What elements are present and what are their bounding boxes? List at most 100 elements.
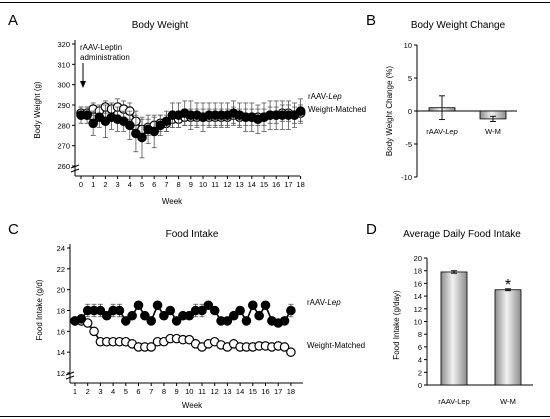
chart-a-point <box>161 116 172 127</box>
chart-d-ytick-label: 8 <box>418 330 422 339</box>
chart-a-xtick-label: 0 <box>79 180 83 189</box>
chart-d-ytick-label: 6 <box>418 343 422 352</box>
chart-a-xtick-label: 11 <box>211 180 219 189</box>
chart-a-annotation-line2: administration <box>80 53 130 62</box>
chart-a-legend-lep: rAAV-Lep <box>308 92 342 101</box>
chart-a-ytick-label: 320 <box>57 40 70 49</box>
chart-a-xtick-label: 18 <box>296 180 304 189</box>
chart-c-xtick-label: 12 <box>211 387 219 396</box>
chart-c-xtick-label: 2 <box>86 387 90 396</box>
chart-c-point <box>165 305 176 316</box>
chart-c-point <box>121 316 131 326</box>
chart-c-point <box>101 310 112 321</box>
chart-a-ytick-label: 290 <box>57 101 70 110</box>
chart-c-point <box>171 316 182 326</box>
chart-d-significance-star: * <box>505 277 511 294</box>
chart-d-ytick-label: 18 <box>414 267 422 276</box>
chart-d-ytick-label: 12 <box>414 305 422 314</box>
chart-b-ytick-label: 0 <box>408 107 412 116</box>
chart-c-ytick-label: 18 <box>57 307 65 316</box>
chart-c-xtick-label: 10 <box>185 387 193 396</box>
chart-c-point <box>197 305 207 316</box>
chart-a-xtick-label: 4 <box>128 180 132 189</box>
chart-a-ytick-label: 310 <box>57 60 70 69</box>
chart-c-xlabel: Week <box>182 401 203 410</box>
panel-letter-c: C <box>8 221 19 238</box>
chart-d-ytick-label: 10 <box>414 318 422 327</box>
chart-c-legend-lep: rAAV-Lep <box>307 298 341 307</box>
chart-c-ylabel: Food Intake (g/d) <box>35 279 44 340</box>
chart-a-point <box>125 120 135 131</box>
chart-c-legend-wm: Weight-Matched <box>307 341 365 350</box>
chart-b-xtick-lep: rAAV-Lep <box>426 127 458 136</box>
chart-c-point <box>95 305 106 316</box>
chart-c-point <box>260 300 271 311</box>
chart-c-point <box>235 305 245 316</box>
chart-a-ytick-label: 270 <box>57 142 70 151</box>
chart-c-point <box>146 316 156 326</box>
chart-a-xtick-label: 7 <box>164 180 168 189</box>
panel-a-body-weight: Body Weight Body Weight (g) Week rAAV-Le… <box>33 20 366 206</box>
chart-c-xtick-label: 6 <box>136 387 140 396</box>
chart-a-xtick-label: 3 <box>116 180 120 189</box>
chart-c-point <box>279 316 290 326</box>
chart-c-xtick-label: 15 <box>249 387 257 396</box>
chart-d-ytick-label: 14 <box>414 292 422 301</box>
chart-c-ytick-label: 20 <box>57 286 65 295</box>
chart-a-title: Body Weight <box>132 20 189 31</box>
chart-a-annotation-line1: rAAV-Leptin <box>80 43 122 52</box>
chart-b-xtick-wm: W-M <box>485 127 501 136</box>
chart-c-xtick-label: 16 <box>261 387 269 396</box>
chart-c-point <box>241 316 252 326</box>
chart-c-point <box>152 300 163 311</box>
chart-a-point <box>149 126 159 137</box>
chart-c-ytick-label: 16 <box>57 327 65 336</box>
panel-c-food-intake: Food Intake Food Intake (g/d) Week rAAV-… <box>35 229 365 410</box>
chart-c-point <box>127 310 137 321</box>
chart-c-xtick-label: 7 <box>149 387 153 396</box>
panel-b-body-weight-change: Body Weight Change Body Weight Change (%… <box>385 20 517 182</box>
chart-c-point <box>76 314 87 324</box>
chart-a-xtick-label: 6 <box>152 180 156 189</box>
chart-d-bar <box>440 271 468 386</box>
chart-c-xtick-label: 5 <box>124 387 128 396</box>
chart-a-point <box>295 106 306 116</box>
chart-c-point <box>159 310 169 321</box>
chart-a-ytick-label: 280 <box>57 121 70 130</box>
chart-c-point <box>146 342 156 352</box>
chart-a-xtick-label: 1 <box>91 180 95 189</box>
chart-b-title: Body Weight Change <box>411 20 506 31</box>
chart-c-xtick-label: 17 <box>274 387 282 396</box>
chart-c-point <box>133 300 144 311</box>
chart-c-point <box>254 310 264 321</box>
chart-c-point <box>140 310 150 321</box>
chart-a-ylabel: Body Weight (g) <box>33 81 42 139</box>
chart-c-xtick-label: 4 <box>111 387 115 396</box>
chart-a-xtick-label: 14 <box>248 180 256 189</box>
chart-c-ytick-label: 12 <box>57 369 65 378</box>
chart-d-ytick-label: 4 <box>418 356 422 365</box>
chart-a-xtick-label: 9 <box>189 180 193 189</box>
chart-a-xtick-label: 5 <box>140 180 144 189</box>
chart-c-point <box>222 316 233 326</box>
chart-a-xlabel: Week <box>162 197 183 206</box>
chart-b-ytick-label: -5 <box>405 140 412 149</box>
chart-c-point <box>279 342 290 352</box>
chart-a-xtick-label: 17 <box>284 180 292 189</box>
chart-a-ytick-label: 260 <box>57 162 70 171</box>
chart-b-ytick-label: 10 <box>404 41 412 50</box>
chart-c-point <box>286 305 296 316</box>
chart-d-ylabel: Food Intake (g/day) <box>392 290 401 360</box>
chart-a-xtick-label: 13 <box>235 180 243 189</box>
chart-c-xtick-label: 1 <box>73 387 77 396</box>
chart-d-bar <box>494 289 522 386</box>
chart-c-point <box>286 347 296 357</box>
chart-d-ytick-label: 0 <box>418 381 422 390</box>
chart-c-xtick-label: 18 <box>287 387 295 396</box>
chart-a-xtick-label: 16 <box>272 180 280 189</box>
chart-d-title: Average Daily Food Intake <box>403 229 521 240</box>
chart-d-xtick-lep: rAAV-Lep <box>438 397 470 406</box>
chart-a-xtick-label: 10 <box>199 180 207 189</box>
chart-d-ytick-label: 20 <box>414 254 422 263</box>
